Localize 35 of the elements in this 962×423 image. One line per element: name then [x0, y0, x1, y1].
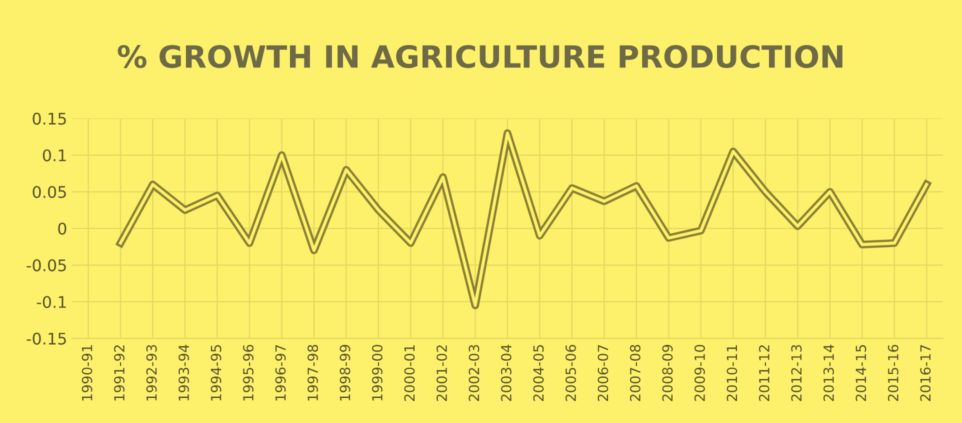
y-tick-label: -0.15 — [26, 332, 66, 345]
y-tick-label: 0.1 — [42, 149, 66, 162]
y-tick-label: 0.15 — [32, 112, 66, 125]
y-tick-label: -0.1 — [36, 296, 66, 308]
x-tick-label: 2000-01 — [404, 345, 415, 401]
x-tick-label: 2015-16 — [888, 344, 898, 401]
x-tick-label: 1994-95 — [210, 345, 222, 400]
x-tick-label: 2010-11 — [726, 345, 738, 401]
x-tick-label: 2012-13 — [791, 345, 802, 401]
x-tick-label: 1993-94 — [178, 344, 190, 400]
x-tick-label: 2001-02 — [436, 345, 447, 401]
chart-title: % GROWTH IN AGRICULTURE PRODUCTION — [118, 44, 842, 68]
x-tick-label: 1992-93 — [146, 345, 157, 400]
y-tick-label: -0.05 — [26, 259, 66, 272]
x-tick-label: 1999-00 — [372, 344, 383, 400]
x-tick-label: 2008-09 — [662, 344, 673, 401]
x-tick-label: 2014-15 — [856, 345, 866, 401]
x-tick-label: 1998-99 — [340, 344, 350, 400]
y-tick-label: 0.05 — [32, 186, 66, 198]
x-tick-label: 2011-12 — [758, 345, 770, 401]
x-tick-label: 2004-05 — [533, 345, 544, 401]
x-tick-label: 2016-17 — [920, 345, 931, 401]
y-tick-label: 0 — [58, 222, 66, 235]
x-tick-label: 1991-92 — [114, 345, 125, 400]
x-tick-label: 2006-07 — [598, 345, 608, 401]
x-tick-label: 1995-96 — [243, 344, 254, 400]
x-tick-label: 2005-06 — [565, 344, 576, 401]
x-tick-label: 2013-14 — [823, 344, 834, 401]
x-tick-label: 2002-03 — [468, 345, 480, 401]
x-tick-label: 2007-08 — [630, 344, 640, 401]
x-tick-label: 1997-98 — [308, 344, 318, 400]
x-tick-label: 1996-97 — [275, 345, 286, 400]
x-tick-label: 2009-10 — [694, 344, 705, 401]
x-tick-label: 2003-04 — [500, 344, 512, 401]
x-tick-label: 1990-91 — [82, 345, 92, 400]
